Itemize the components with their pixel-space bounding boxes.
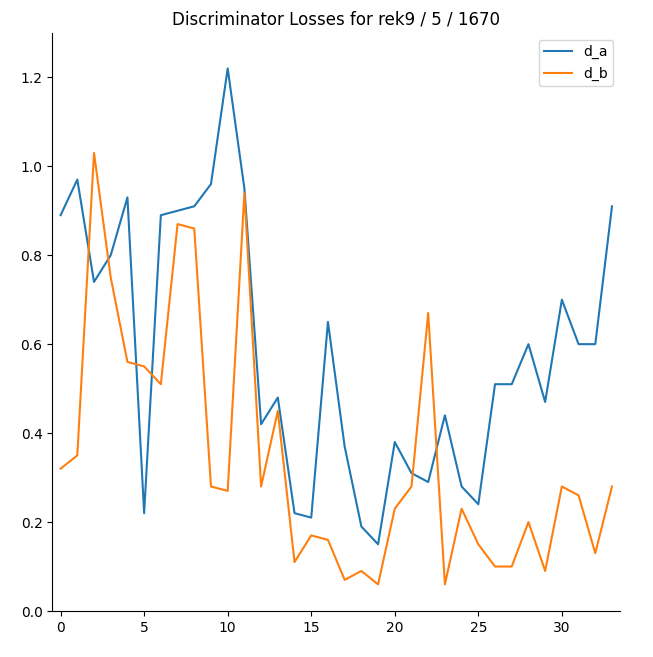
d_a (391, 438, 399, 446)
d_a (374, 540, 382, 548)
d_b (224, 487, 232, 495)
d_a (257, 420, 265, 428)
d_a (73, 175, 81, 183)
d_b (608, 482, 616, 490)
d_b (73, 451, 81, 459)
d_a (174, 207, 182, 215)
d_b (508, 562, 516, 570)
d_b (140, 363, 148, 371)
d_b (324, 536, 332, 544)
d_a (424, 478, 432, 486)
d_b (524, 518, 532, 526)
d_a (157, 212, 165, 219)
d_a (491, 380, 499, 388)
Title: Discriminator Losses for rek9 / 5 / 1670: Discriminator Losses for rek9 / 5 / 1670 (172, 11, 500, 28)
d_b (592, 549, 599, 557)
d_b (90, 149, 98, 157)
d_a (441, 411, 449, 419)
d_b (575, 491, 582, 499)
d_b (107, 273, 115, 281)
d_b (491, 562, 499, 570)
d_a (592, 340, 599, 348)
d_a (224, 64, 232, 72)
d_b (558, 482, 565, 490)
d_a (123, 193, 131, 201)
d_a (57, 212, 65, 219)
d_a (508, 380, 516, 388)
d_b (357, 567, 365, 575)
d_a (240, 185, 248, 193)
d_b (191, 225, 199, 233)
d_b (274, 407, 281, 415)
d_b (424, 309, 432, 317)
d_a (341, 443, 349, 451)
d_a (90, 278, 98, 286)
d_a (524, 340, 532, 348)
d_b (407, 482, 415, 490)
d_a (291, 509, 298, 517)
d_b (441, 580, 449, 588)
d_a (558, 296, 565, 304)
d_b (374, 580, 382, 588)
d_a (140, 509, 148, 517)
d_b (474, 540, 482, 548)
d_a (207, 180, 215, 188)
d_b (308, 532, 315, 539)
Line: d_b: d_b (61, 153, 612, 584)
d_b (541, 567, 549, 575)
d_b (291, 558, 298, 566)
d_a (191, 202, 199, 210)
d_b (157, 380, 165, 388)
d_b (257, 482, 265, 490)
d_a (274, 394, 281, 401)
Line: d_a: d_a (61, 68, 612, 544)
d_b (458, 505, 466, 512)
d_a (308, 514, 315, 522)
d_b (240, 189, 248, 197)
d_a (575, 340, 582, 348)
d_b (174, 220, 182, 228)
d_b (57, 464, 65, 472)
d_b (207, 482, 215, 490)
d_a (608, 202, 616, 210)
d_a (357, 522, 365, 530)
d_b (391, 505, 399, 512)
d_a (541, 398, 549, 406)
d_a (407, 469, 415, 477)
d_a (107, 251, 115, 259)
Legend: d_a, d_b: d_a, d_b (539, 40, 613, 86)
d_b (341, 576, 349, 584)
d_a (458, 482, 466, 490)
d_a (474, 501, 482, 509)
d_b (123, 358, 131, 366)
d_a (324, 318, 332, 326)
